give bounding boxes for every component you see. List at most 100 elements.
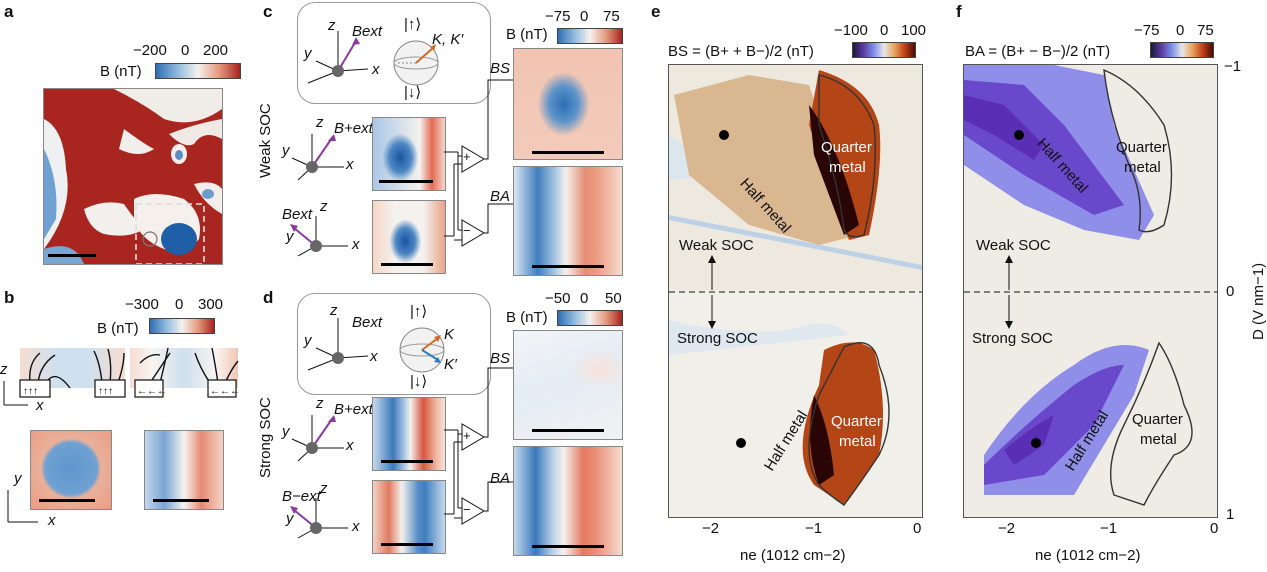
e-quarter-bottom-2: metal: [839, 433, 876, 450]
b-top-axes: y x: [0, 470, 56, 530]
c-side-label: Weak SOC: [257, 103, 274, 178]
f-ylabel: D (V nm−1): [1250, 262, 1267, 340]
f-quarter-bottom-2: metal: [1140, 431, 1177, 448]
b-side-view: ↑↑↑ ↑↑↑ ←←← ←←← z x: [0, 343, 240, 414]
map-b-dipole: [144, 430, 224, 510]
d-bminus-x: x: [352, 518, 360, 535]
c-inset-bext: Bext: [352, 23, 383, 40]
f-title: BA = (B+ − B−)/2 (nT): [965, 43, 1111, 60]
b-side-svg: ↑↑↑ ↑↑↑ ←←← ←←←: [3, 347, 240, 406]
scalebar-b2: [153, 499, 209, 502]
d-inset-y: y: [304, 332, 312, 349]
c-op-plus: +: [463, 149, 471, 164]
map-d-bminus: [372, 480, 446, 554]
e-cbar-max: 100: [901, 22, 927, 39]
map-f: Half metal Quarter metal Weak SOC Strong…: [963, 64, 1218, 518]
e-strong-soc: Strong SOC: [677, 330, 758, 347]
d-bminus-y: y: [286, 510, 294, 527]
d-cbar-mid: 0: [580, 290, 589, 307]
d-cbar-max: 50: [605, 290, 622, 307]
d-inset-bext: Bext: [352, 314, 383, 331]
panel-c-label: c: [263, 2, 273, 21]
c-inset-valley: K, K′: [432, 31, 464, 48]
c-out-s: BS: [490, 60, 511, 77]
f-cbar-mid: 0: [1176, 22, 1185, 39]
map-d-bplus: [372, 397, 446, 471]
panel-d-label: d: [263, 288, 274, 307]
map-e: Half metal Quarter metal Weak SOC Strong…: [668, 64, 923, 518]
f-cbar-gradient: [1150, 42, 1214, 58]
d-bplus-label: B+ext: [334, 401, 373, 418]
cbar-a-tick-max: 200: [203, 42, 229, 59]
c-cbar-max: 75: [603, 8, 620, 25]
f-ytick-0: −1: [1224, 58, 1242, 75]
e-cbar-gradient: [852, 42, 916, 58]
b-top-axis-x: x: [48, 512, 56, 529]
cbar-a-gradient: [155, 63, 241, 79]
scalebar-c3: [532, 151, 604, 154]
d-inset-down: |↓⟩: [410, 373, 428, 390]
d-cbar-min: −50: [545, 290, 571, 307]
cbar-a-tick-mid: 0: [181, 42, 190, 59]
panel-e-label: e: [651, 2, 661, 21]
c-inset-y: y: [304, 45, 312, 62]
panel-f-label: f: [956, 2, 962, 21]
panel-b-label: b: [4, 288, 15, 307]
c-cbar-mid: 0: [580, 8, 589, 25]
e-xtick-0: −2: [702, 520, 720, 537]
f-quarter-top-1: Quarter: [1116, 139, 1167, 156]
scalebar-d4: [532, 545, 604, 548]
c-bplus-x: x: [346, 156, 354, 173]
c-cbar-gradient: [557, 28, 623, 44]
map-d-bs: [513, 330, 623, 440]
f-strong-soc: Strong SOC: [972, 330, 1053, 347]
c-out-a: BA: [490, 188, 511, 205]
c-bplus-z: z: [316, 114, 324, 131]
svg-text:←←←: ←←←: [137, 386, 167, 397]
d-inset-up: |↑⟩: [410, 303, 428, 320]
svg-text:←←←: ←←←: [210, 386, 240, 397]
c-cbar-min: −75: [545, 8, 571, 25]
f-ytick-1: 0: [1226, 283, 1235, 300]
f-xtick-1: −1: [1100, 520, 1118, 537]
scalebar-d1: [381, 460, 433, 463]
b-axis-z: z: [0, 361, 8, 378]
c-bplus-axes: z y x B+ext: [282, 112, 373, 192]
cbar-a-title: B (nT): [100, 63, 142, 80]
map-f-svg: [964, 65, 1217, 517]
scalebar-c1: [379, 180, 433, 183]
c-cbar-title: B (nT): [506, 26, 548, 43]
e-quarter-top-2: metal: [829, 159, 866, 176]
map-c-bs: [513, 48, 623, 160]
f-xlabel: ne (1012 cm−2): [1035, 547, 1141, 564]
d-out-s: BS: [490, 350, 511, 367]
cbar-b-title: B (nT): [97, 320, 139, 337]
c-bplus-label: B+ext: [334, 120, 373, 137]
f-quarter-bottom-1: Quarter: [1132, 411, 1183, 428]
map-b-monopole: [30, 430, 112, 510]
d-cbar-title: B (nT): [506, 309, 548, 326]
scalebar-d2: [381, 543, 433, 546]
cbar-a-tick-min: −200: [133, 42, 167, 59]
f-xtick-0: −2: [998, 520, 1016, 537]
e-cbar-mid: 0: [880, 22, 889, 39]
map-c-ba: [513, 166, 623, 276]
d-cbar-gradient: [557, 310, 623, 326]
scalebar-a: [48, 254, 96, 257]
d-out-a: BA: [490, 470, 511, 487]
d-bplus-y: y: [282, 423, 290, 440]
e-quarter-bottom-1: Quarter: [831, 413, 882, 430]
f-cbar-max: 75: [1197, 22, 1214, 39]
d-op-minus: −: [463, 502, 471, 517]
d-bminus-axes: B−ext z y x: [282, 478, 372, 558]
cbar-b-tick-mid: 0: [175, 296, 184, 313]
d-side-label: Strong SOC: [257, 397, 274, 478]
panel-a-label: a: [4, 2, 14, 21]
map-a-svg: [44, 89, 222, 264]
d-inset-z: z: [330, 302, 338, 319]
map-e-svg: [669, 65, 922, 517]
c-inset-down: |↓⟩: [404, 84, 422, 101]
c-inset-box: z y x Bext |↑⟩ |↓⟩ K, K′: [297, 2, 491, 104]
b-axis-x: x: [36, 397, 44, 414]
c-bminus-axes: Bext z y x: [282, 196, 372, 276]
